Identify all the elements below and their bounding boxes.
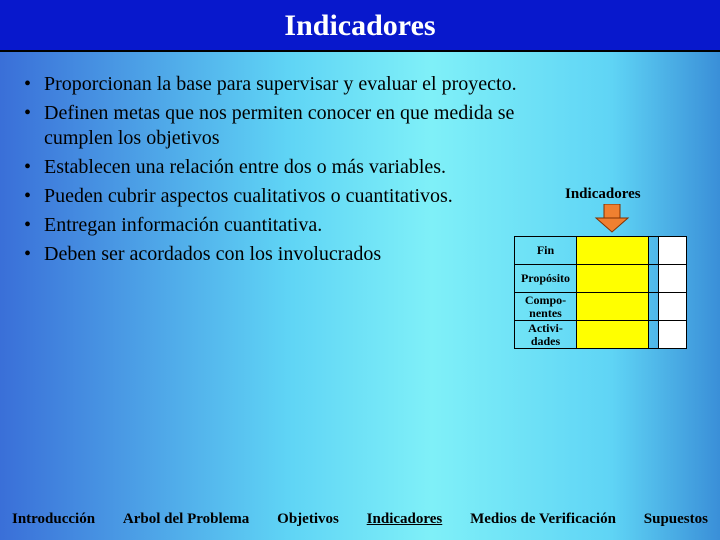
nav-item-supuestos[interactable]: Supuestos — [644, 511, 708, 528]
empty-cell — [649, 293, 659, 321]
bullet-item: Pueden cubrir aspectos cualitativos o cu… — [18, 184, 518, 209]
white-cell — [659, 237, 687, 265]
empty-cell — [649, 237, 659, 265]
logframe-mini-table: Fin Propósito Compo-nentes Activi-dades — [514, 236, 687, 349]
bottom-nav: Introducción Arbol del Problema Objetivo… — [0, 511, 720, 528]
arrow-down-icon — [590, 204, 634, 234]
nav-item-introduccion[interactable]: Introducción — [12, 511, 95, 528]
row-label: Propósito — [515, 265, 577, 293]
bullet-list: Proporcionan la base para supervisar y e… — [18, 72, 518, 271]
table-row: Propósito — [515, 265, 687, 293]
bullet-item: Deben ser acordados con los involucrados — [18, 242, 518, 267]
bullet-item: Entregan información cuantitativa. — [18, 213, 518, 238]
row-label: Compo-nentes — [515, 293, 577, 321]
white-cell — [659, 321, 687, 349]
bullet-item: Establecen una relación entre dos o más … — [18, 155, 518, 180]
highlight-cell — [577, 265, 649, 293]
empty-cell — [649, 265, 659, 293]
slide-title: Indicadores — [0, 0, 720, 52]
table-row: Compo-nentes — [515, 293, 687, 321]
side-label-indicadores: Indicadores — [565, 186, 641, 203]
highlight-cell — [577, 237, 649, 265]
white-cell — [659, 265, 687, 293]
nav-item-medios[interactable]: Medios de Verificación — [470, 511, 616, 528]
white-cell — [659, 293, 687, 321]
nav-item-objetivos[interactable]: Objetivos — [277, 511, 339, 528]
row-label: Activi-dades — [515, 321, 577, 349]
empty-cell — [649, 321, 659, 349]
nav-item-indicadores[interactable]: Indicadores — [367, 511, 443, 528]
bullet-item: Proporcionan la base para supervisar y e… — [18, 72, 518, 97]
table-row: Fin — [515, 237, 687, 265]
table-row: Activi-dades — [515, 321, 687, 349]
nav-item-arbol[interactable]: Arbol del Problema — [123, 511, 249, 528]
highlight-cell — [577, 293, 649, 321]
highlight-cell — [577, 321, 649, 349]
row-label: Fin — [515, 237, 577, 265]
bullet-item: Definen metas que nos permiten conocer e… — [18, 101, 518, 151]
